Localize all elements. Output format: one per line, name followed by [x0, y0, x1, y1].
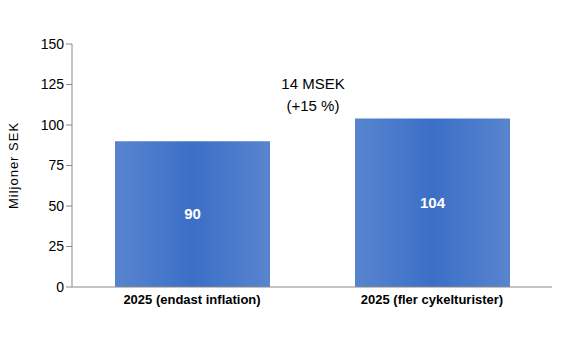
svg-text:50: 50	[48, 198, 64, 214]
svg-text:2025 (endast inflation): 2025 (endast inflation)	[123, 292, 260, 307]
svg-text:100: 100	[41, 117, 65, 133]
svg-text:150: 150	[41, 36, 65, 52]
html-text:14 MSEK: 14 MSEK	[281, 75, 345, 92]
svg-text:90: 90	[184, 205, 201, 222]
svg-text:104: 104	[420, 194, 446, 211]
svg-text:125: 125	[41, 76, 65, 92]
svg-text:0: 0	[56, 279, 64, 295]
html-text:(+15 %): (+15 %)	[286, 97, 340, 114]
svg-text:75: 75	[48, 157, 64, 173]
svg-text:25: 25	[48, 238, 64, 254]
svg-text:Miljoner SEK: Miljoner SEK	[8, 122, 21, 209]
svg-text:2025 (fler cykelturister): 2025 (fler cykelturister)	[361, 292, 503, 307]
